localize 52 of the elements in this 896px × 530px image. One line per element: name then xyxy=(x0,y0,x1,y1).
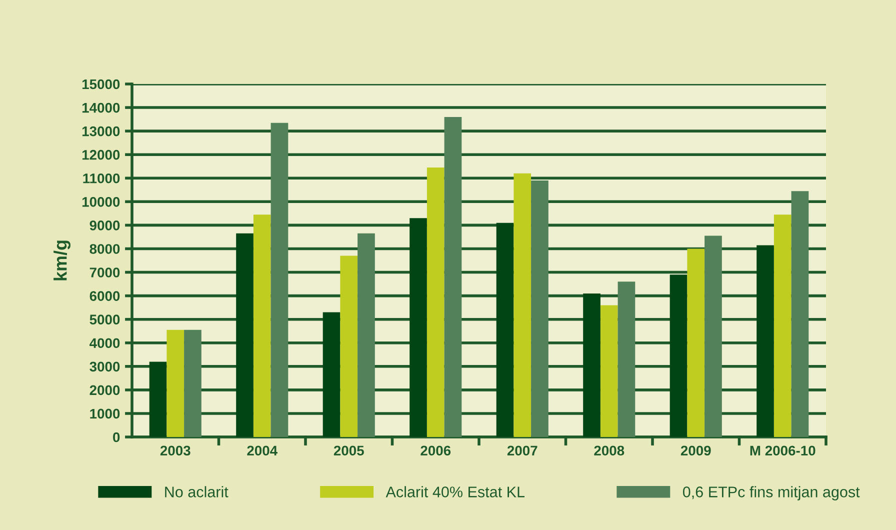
bar xyxy=(756,245,774,437)
bar xyxy=(340,256,358,437)
y-tick-label: 14000 xyxy=(82,102,120,113)
bar xyxy=(149,362,167,437)
bar xyxy=(184,330,202,437)
bar xyxy=(704,236,722,437)
y-axis-title: km/g xyxy=(54,240,70,280)
y-tick-label: 1000 xyxy=(90,408,120,419)
y-tick-label: 3000 xyxy=(90,362,120,372)
bar xyxy=(444,116,462,437)
bar xyxy=(791,191,809,437)
y-tick-label: 6000 xyxy=(90,291,120,301)
y-tick-label: 0 xyxy=(113,432,120,442)
bar xyxy=(410,218,427,437)
y-tick-label: 8000 xyxy=(90,244,120,254)
bar xyxy=(531,180,548,437)
bar xyxy=(253,214,271,437)
bar xyxy=(236,233,254,437)
y-tick-label: 2000 xyxy=(90,385,120,396)
y-tick-label: 9000 xyxy=(90,220,120,230)
bar xyxy=(600,305,618,437)
bar xyxy=(583,293,600,437)
y-tick-label: 7000 xyxy=(90,268,120,278)
bar xyxy=(270,122,288,437)
y-tick-label: 13000 xyxy=(82,126,120,136)
bar xyxy=(496,222,514,437)
bar xyxy=(618,282,636,437)
bar xyxy=(774,214,792,437)
y-tick-label: 5000 xyxy=(90,314,120,325)
x-tick-label: 2005 xyxy=(334,446,364,456)
bar xyxy=(166,330,184,437)
y-tick-label: 4000 xyxy=(90,338,120,348)
x-tick-label: 2008 xyxy=(594,446,624,456)
bar xyxy=(322,312,340,437)
y-tick-label: 11000 xyxy=(83,173,120,184)
bar xyxy=(670,274,688,437)
y-tick-label: 10000 xyxy=(82,197,120,207)
bar xyxy=(687,248,705,437)
legend-label: Aclarit 40% Estat KL xyxy=(386,486,525,498)
legend-label: No aclarit xyxy=(165,486,228,498)
x-tick-label: M 2006-10 xyxy=(750,446,816,456)
bar xyxy=(426,168,444,437)
x-tick-label: 2004 xyxy=(247,446,278,456)
x-tick-label: 2003 xyxy=(160,446,190,456)
bar xyxy=(358,233,375,437)
legend-label: 0,6 ETPc fins mitjan agost xyxy=(682,486,860,500)
x-tick-label: 2009 xyxy=(680,446,711,456)
bar xyxy=(514,173,532,437)
x-tick-label: 2006 xyxy=(420,446,451,456)
y-tick-label: 15000 xyxy=(82,79,120,90)
x-tick-label: 2007 xyxy=(507,446,538,456)
y-tick-label: 12000 xyxy=(82,150,120,160)
